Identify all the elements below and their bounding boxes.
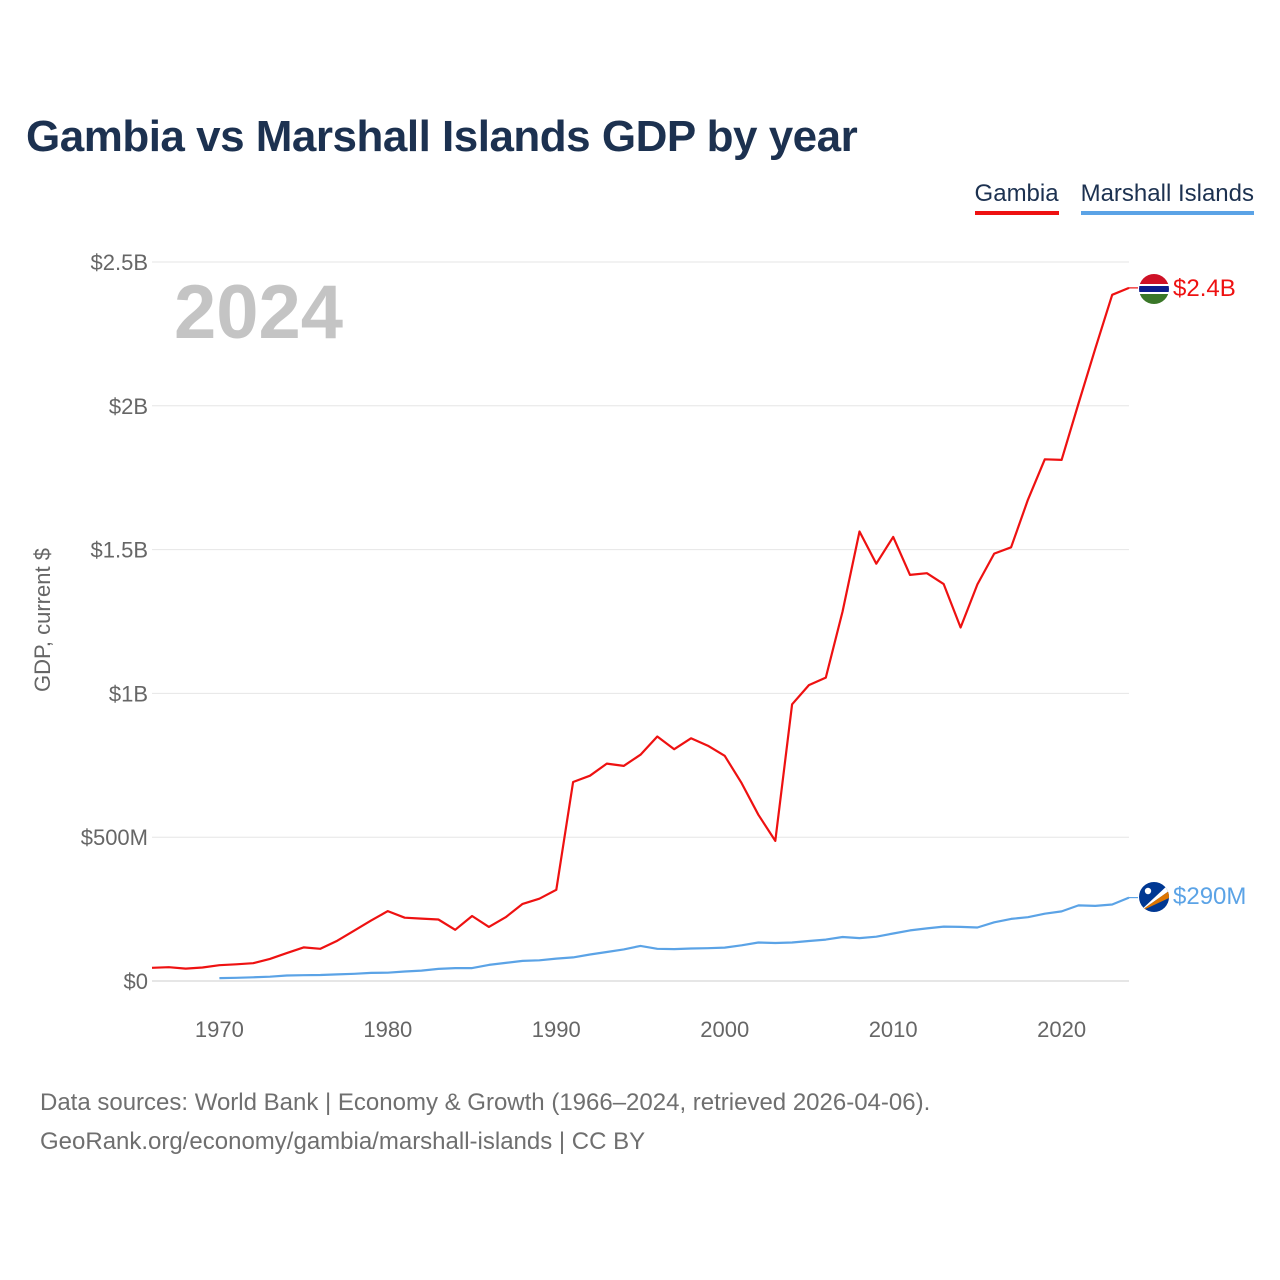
x-tick-label: 2000 (700, 1017, 749, 1042)
legend: Gambia Marshall Islands (974, 180, 1254, 215)
x-tick-label: 1990 (532, 1017, 581, 1042)
x-tick-label: 1970 (195, 1017, 244, 1042)
gambia-flag-icon (1139, 274, 1169, 304)
y-tick-label: $2.5B (91, 250, 149, 275)
marshall-islands-end-label: $290M (1173, 883, 1246, 910)
footer-sources: Data sources: World Bank | Economy & Gro… (40, 1089, 931, 1116)
legend-item-gambia[interactable]: Gambia (974, 180, 1059, 215)
gambia-series-line (151, 286, 1130, 970)
y-axis-label: GDP, current $ (30, 548, 55, 692)
marshall-islands-flag-icon (1139, 882, 1169, 912)
footer-link[interactable]: GeoRank.org/economy/gambia/marshall-isla… (40, 1128, 646, 1155)
x-axis-ticks: 1970 1980 1990 2000 2010 2020 (195, 1017, 1086, 1042)
series-lines (151, 286, 1138, 980)
y-tick-label: $0 (124, 969, 148, 994)
x-tick-label: 2020 (1037, 1017, 1086, 1042)
chart-title: Gambia vs Marshall Islands GDP by year (26, 112, 858, 161)
footer: Data sources: World Bank | Economy & Gro… (40, 1083, 930, 1161)
y-tick-label: $2B (109, 394, 148, 419)
year-watermark: 2024 (174, 270, 343, 355)
gambia-end-label: $2.4B (1173, 275, 1236, 302)
marshall-islands-series-line (219, 896, 1130, 980)
y-tick-label: $1.5B (91, 538, 149, 563)
gridlines (152, 261, 1129, 982)
x-tick-label: 2010 (869, 1017, 918, 1042)
y-tick-label: $1B (109, 681, 148, 706)
x-tick-label: 1980 (363, 1017, 412, 1042)
legend-item-marshall-islands[interactable]: Marshall Islands (1080, 180, 1254, 215)
y-axis-ticks: $0 $500M $1B $1.5B $2B $2.5B (81, 250, 148, 994)
y-tick-label: $500M (81, 825, 148, 850)
